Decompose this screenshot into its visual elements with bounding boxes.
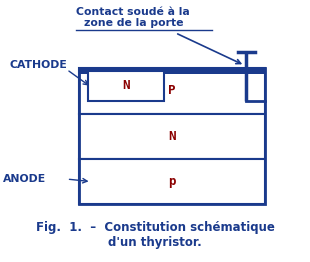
Text: Fig.  1.  –  Constitution schématique
d'un thyristor.: Fig. 1. – Constitution schématique d'un … — [36, 221, 274, 249]
Text: N: N — [122, 79, 130, 92]
Text: P: P — [168, 84, 176, 97]
Bar — [79, 68, 265, 113]
Bar — [79, 68, 265, 74]
Text: p: p — [168, 175, 176, 188]
Bar — [79, 113, 265, 159]
Text: ANODE: ANODE — [3, 174, 46, 184]
Text: N: N — [168, 130, 176, 143]
Text: Contact soudé à la
zone de la porte: Contact soudé à la zone de la porte — [77, 7, 190, 28]
Bar — [88, 71, 164, 101]
Text: CATHODE: CATHODE — [9, 61, 67, 70]
Bar — [79, 159, 265, 204]
Bar — [79, 68, 265, 204]
